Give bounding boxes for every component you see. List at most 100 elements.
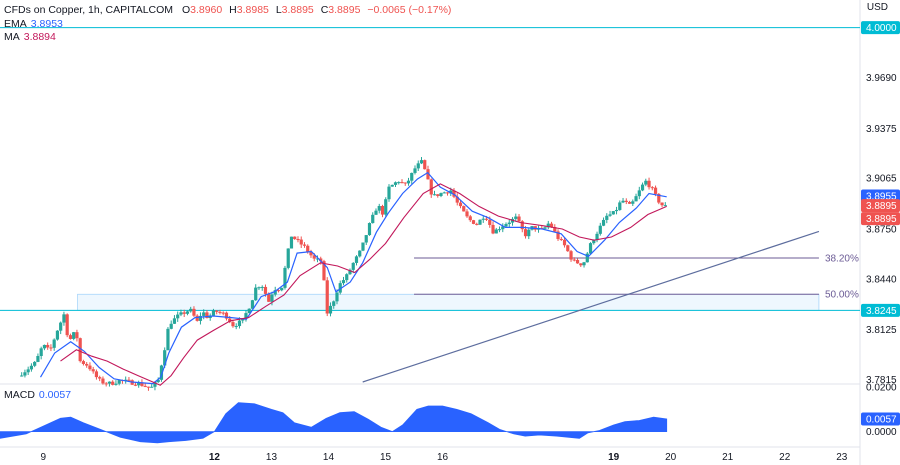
candle-body — [280, 287, 284, 291]
x-tick-label: 14 — [323, 452, 335, 463]
candle-body — [488, 219, 492, 225]
layer-candles — [20, 157, 667, 391]
candle-body — [351, 262, 355, 270]
candle-body — [111, 381, 115, 385]
candle-body — [377, 206, 381, 211]
candle-body — [104, 383, 108, 385]
candle-body — [107, 381, 112, 384]
candle-body — [358, 250, 362, 257]
price-badge — [861, 212, 900, 226]
ohlc-legend: CFDs on Copper, 1h, CAPITALCOM O3.8960 H… — [4, 4, 451, 16]
candle-body — [270, 294, 274, 302]
ema-legend[interactable]: EMA 3.8953 — [4, 18, 63, 30]
candle-body — [559, 238, 563, 240]
high-value: 3.8985 — [236, 4, 269, 16]
candle-body — [634, 196, 638, 202]
candle-body — [221, 312, 225, 314]
close-label: C — [320, 4, 329, 16]
candle-body — [299, 239, 303, 245]
candle-body — [293, 236, 297, 240]
candle-body — [592, 240, 596, 244]
macd-y-tick-label: 0.0000 — [866, 427, 897, 438]
candle-body — [88, 365, 92, 370]
candle-body — [582, 262, 586, 266]
candle-body — [46, 344, 50, 348]
candle-body — [462, 206, 466, 212]
candle-body — [283, 267, 287, 288]
candle-body — [481, 218, 485, 220]
candle-body — [254, 287, 258, 301]
close-value: 3.8895 — [328, 4, 361, 16]
price-badge-label: 3.8955 — [866, 191, 897, 202]
candle-body — [62, 314, 66, 323]
candle-body — [653, 187, 658, 194]
candle-body — [150, 386, 154, 388]
candle-body — [166, 328, 170, 351]
layer-levels: 38.20% 50.00% — [0, 27, 860, 383]
candle-body — [478, 219, 482, 225]
candle-body — [244, 313, 248, 319]
candle-body — [442, 192, 446, 194]
candle-body — [588, 243, 593, 254]
candle-body — [257, 287, 261, 289]
candle-body — [75, 332, 79, 339]
candle-body — [618, 202, 622, 210]
ma-legend[interactable]: MA 3.8894 — [4, 31, 56, 43]
y-tick-label: 3.8750 — [866, 224, 897, 235]
candle-body — [595, 233, 599, 241]
candle-body — [475, 223, 479, 225]
candle-body — [614, 209, 619, 212]
candle-body — [185, 311, 190, 314]
candle-body — [296, 239, 300, 241]
candle-body — [237, 320, 242, 327]
low-value: 3.8895 — [281, 4, 314, 16]
candle-body — [647, 180, 651, 188]
candle-body — [644, 180, 648, 185]
price-badge-label: 3.8245 — [866, 306, 897, 317]
candle-body — [101, 378, 105, 384]
candle-body — [267, 293, 271, 302]
candle-body — [491, 224, 495, 234]
candle-body — [631, 201, 635, 204]
candle-body — [140, 382, 144, 386]
layer-lines — [39, 171, 667, 386]
candle-body — [455, 196, 459, 203]
candle-body — [624, 200, 628, 202]
x-tick-label: 20 — [665, 452, 677, 463]
candle-body — [406, 180, 411, 184]
symbol-title[interactable]: CFDs on Copper, 1h, CAPITALCOM — [4, 4, 174, 16]
price-badge-label: 3.8895 — [866, 214, 897, 225]
candle-body — [156, 379, 160, 383]
candle-body — [556, 231, 560, 239]
candle-body — [286, 248, 290, 268]
candle-body — [143, 385, 147, 387]
candle-body — [224, 312, 229, 319]
macd-legend[interactable]: MACD 0.0057 — [4, 389, 71, 401]
candle-body — [338, 283, 342, 293]
candle-body — [23, 372, 27, 376]
candle-body — [458, 202, 463, 207]
candle-body — [605, 215, 609, 220]
candle-body — [371, 214, 375, 224]
candle-body — [172, 318, 177, 324]
candle-body — [231, 322, 235, 327]
candle-body — [494, 229, 498, 234]
candle-body — [608, 214, 612, 216]
currency-label: USD — [866, 2, 888, 13]
candle-body — [585, 253, 589, 263]
candle-body — [68, 335, 73, 339]
candle-body — [410, 172, 414, 181]
candle-body — [91, 369, 95, 372]
candle-body — [569, 251, 573, 260]
y-tick-label: 3.9375 — [866, 124, 897, 135]
candle-body — [637, 190, 641, 197]
candle-body — [367, 223, 372, 236]
low-label: L — [275, 4, 282, 16]
candle-body — [387, 186, 391, 200]
x-tick-label: 13 — [266, 452, 278, 463]
candle-body — [423, 160, 427, 170]
candle-body — [169, 323, 173, 329]
candle-body — [335, 292, 339, 302]
ema-label: EMA — [4, 18, 27, 30]
